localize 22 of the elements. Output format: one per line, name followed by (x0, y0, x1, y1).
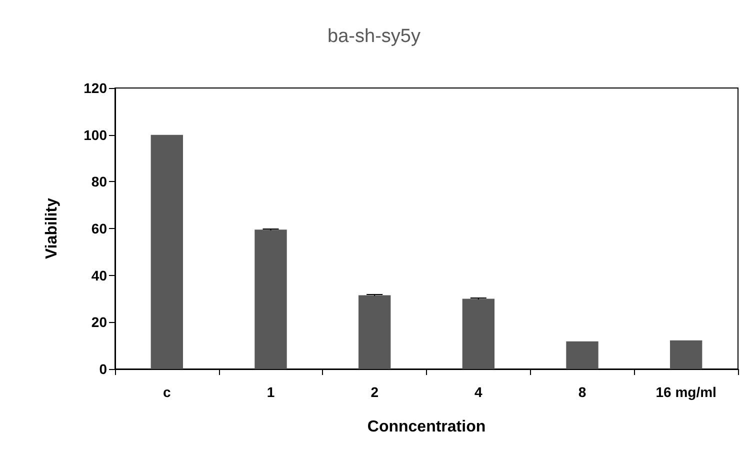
x-tick-label: 1 (266, 384, 275, 400)
x-axis-title: Conncentration (367, 418, 486, 436)
x-tick-label: 16 mg/ml (656, 384, 716, 400)
bar (462, 298, 495, 369)
bar (254, 230, 287, 369)
x-tick-label: 2 (370, 384, 379, 400)
y-axis-title: Viability (44, 198, 60, 260)
y-tick-label: 0 (99, 361, 108, 377)
x-tick-label: c (163, 384, 172, 400)
y-tick-label: 80 (91, 174, 108, 190)
bar (566, 341, 598, 369)
y-tick-label: 40 (91, 267, 108, 284)
x-tick-label: 4 (474, 384, 483, 400)
y-tick-label: 60 (91, 220, 108, 236)
y-tick-label: 120 (84, 80, 108, 96)
y-tick-label: 100 (84, 126, 108, 143)
bar (150, 134, 184, 369)
bar (358, 295, 391, 369)
chart-title: ba-sh-sy5y (328, 26, 421, 47)
y-tick-label: 20 (91, 314, 108, 330)
x-tick-label: 8 (578, 384, 586, 400)
bar (670, 340, 702, 369)
